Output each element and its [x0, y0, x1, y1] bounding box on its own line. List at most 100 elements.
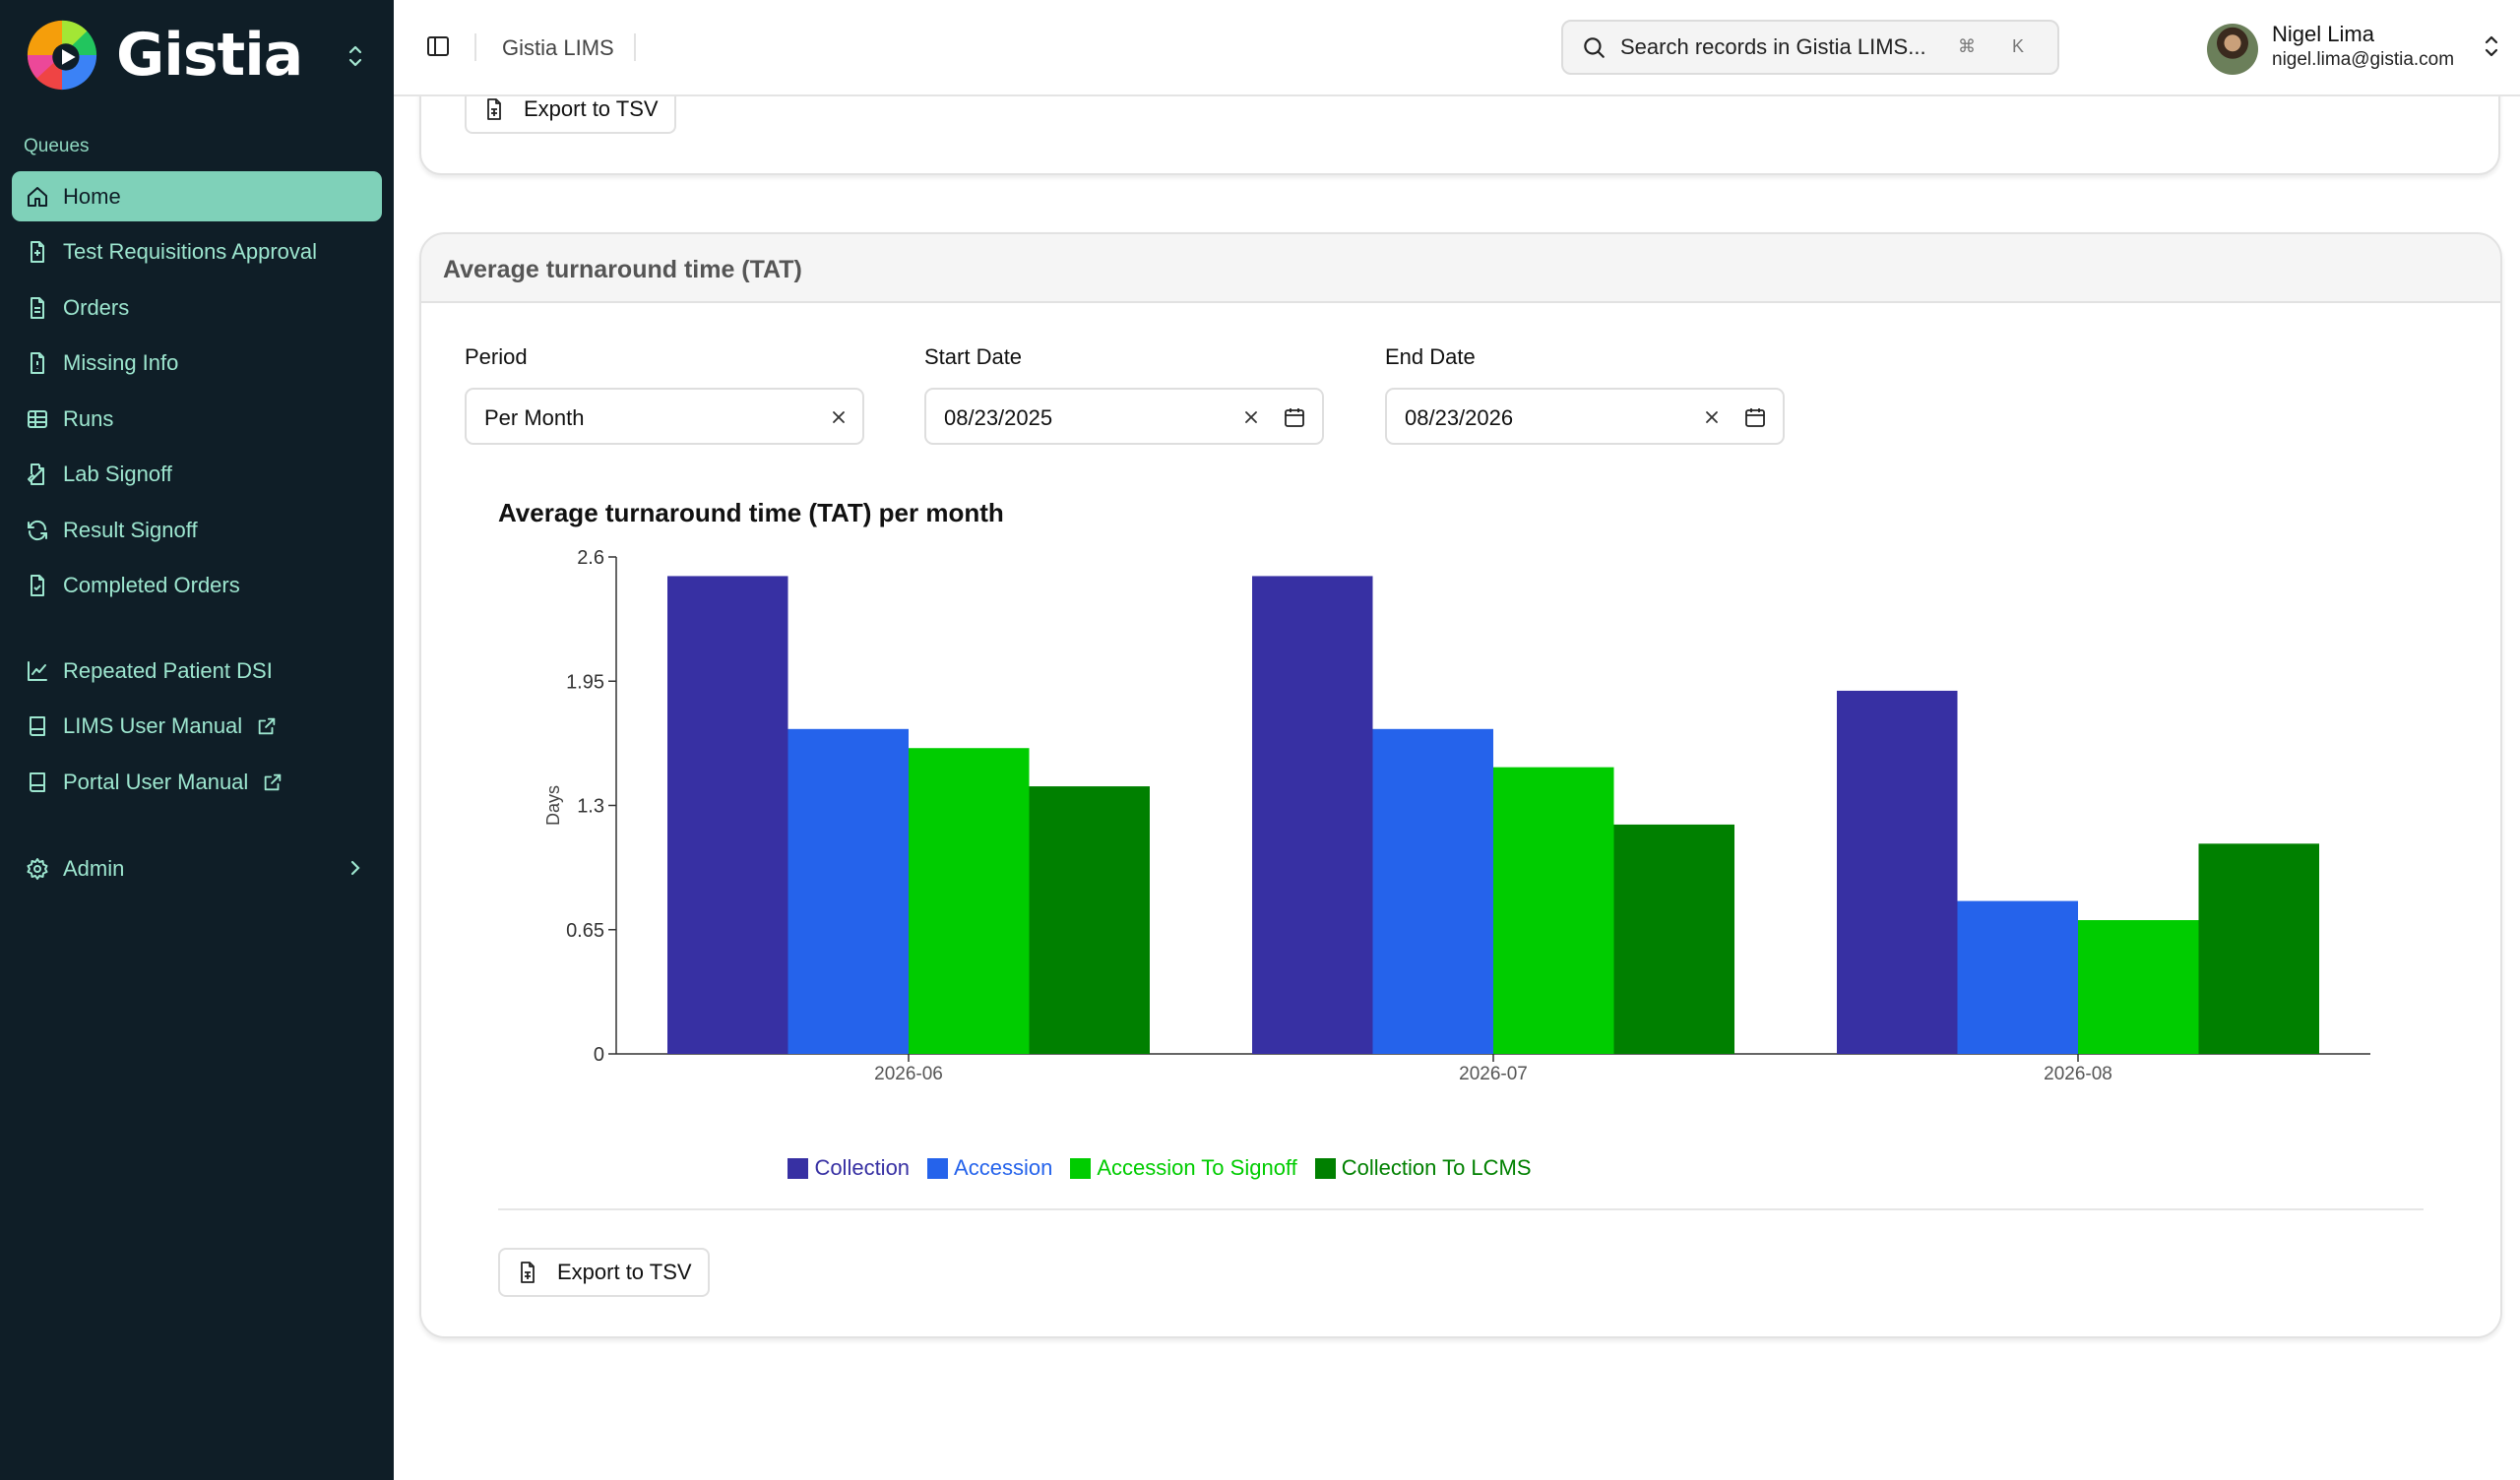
y-tick-label: 1.95: [566, 671, 604, 693]
sidebar-item-label: Home: [63, 183, 121, 209]
y-axis-label: Days: [543, 785, 563, 826]
sidebar-item-label: Orders: [63, 294, 130, 320]
sidebar-item-label: Missing Info: [63, 350, 179, 375]
user-name: Nigel Lima: [2272, 22, 2374, 46]
user-menu[interactable]: Nigel Lima nigel.lima@gistia.com: [2207, 18, 2502, 79]
table-icon: [28, 409, 47, 428]
legend-item[interactable]: Collection To LCMS: [1314, 1155, 1532, 1181]
file-plus-icon: [31, 241, 44, 263]
brand-name: Gistia: [116, 21, 303, 90]
sidebar-item-lims-user-manual[interactable]: LIMS User Manual: [12, 702, 382, 752]
sidebar-item-repeated-patient-dsi[interactable]: Repeated Patient DSI: [12, 646, 382, 696]
sidebar-item-completed-orders[interactable]: Completed Orders: [12, 561, 382, 611]
y-tick-label: 0.65: [566, 920, 604, 942]
sidebar-item-test-requisitions-approval[interactable]: Test Requisitions Approval: [12, 227, 382, 278]
period-value: Per Month: [484, 405, 585, 430]
bar-accession: [1957, 900, 2078, 1054]
sidebar-item-label: Portal User Manual: [63, 769, 249, 794]
queue-nav: Home Test Requisitions Approval Orders M…: [12, 171, 382, 616]
file-text-icon: [31, 296, 44, 319]
end-date-value: 08/23/2026: [1405, 405, 1514, 430]
book-icon: [30, 716, 45, 736]
file-alert-icon: [31, 352, 44, 374]
legend-label: Accession: [954, 1155, 1053, 1180]
external-link-icon: [258, 717, 276, 735]
search-icon: [1584, 37, 1605, 58]
calendar-icon[interactable]: [1283, 405, 1306, 429]
tat-card-body: Period Per Month Start Date 08/23/2025 E…: [421, 301, 2500, 1336]
sidebar-item-result-signoff[interactable]: Result Signoff: [12, 505, 382, 555]
avatar: [2207, 24, 2258, 75]
header-divider: [474, 33, 476, 61]
refresh-icon: [28, 520, 47, 540]
bar-collection: [667, 576, 788, 1054]
bar-collection-to-lcms: [1029, 786, 1150, 1054]
sidebar-item-label: LIMS User Manual: [63, 713, 243, 738]
sidebar-item-orders[interactable]: Orders: [12, 282, 382, 333]
legend-label: Collection To LCMS: [1341, 1155, 1532, 1180]
bar-accession-to-signoff: [2078, 920, 2199, 1054]
bar-collection: [1837, 690, 1958, 1054]
gistia-logo-icon: [27, 20, 97, 91]
sidebar-item-label: Repeated Patient DSI: [63, 657, 273, 683]
end-date-field[interactable]: 08/23/2026: [1385, 388, 1785, 445]
file-spreadsheet-icon: [521, 1262, 535, 1283]
x-tick-label: 2026-06: [874, 1064, 943, 1084]
sidebar-item-label: Lab Signoff: [63, 462, 172, 486]
header-divider: [634, 33, 636, 61]
legend-item[interactable]: Accession: [927, 1155, 1052, 1181]
clear-icon[interactable]: [1241, 407, 1261, 427]
clear-icon[interactable]: [829, 407, 849, 427]
bar-accession: [1372, 728, 1493, 1054]
search-shortcut: ⌘ K: [1957, 36, 2040, 56]
y-tick-label: 1.3: [577, 796, 604, 818]
sidebar-item-runs[interactable]: Runs: [12, 394, 382, 444]
clear-icon[interactable]: [1702, 407, 1722, 427]
links-nav: Repeated Patient DSI LIMS User Manual Po…: [12, 646, 382, 813]
period-select[interactable]: Per Month: [465, 388, 864, 445]
sidebar-item-label: Completed Orders: [63, 573, 240, 597]
sidebar-item-admin[interactable]: Admin: [12, 843, 382, 894]
gear-icon: [27, 857, 48, 880]
legend-item[interactable]: Accession To Signoff: [1070, 1155, 1297, 1181]
sidebar-item-label: Test Requisitions Approval: [63, 239, 318, 264]
export-tsv-button[interactable]: Export to TSV: [498, 1248, 710, 1297]
start-date-label: Start Date: [924, 344, 1023, 369]
card-title: Average turnaround time (TAT): [443, 256, 802, 283]
sidebar-item-home[interactable]: Home: [12, 171, 382, 221]
sidebar-toggle-icon[interactable]: [425, 33, 451, 59]
header-title: Gistia LIMS: [502, 35, 614, 60]
legend-label: Accession To Signoff: [1097, 1155, 1297, 1180]
sidebar-item-portal-user-manual[interactable]: Portal User Manual: [12, 757, 382, 807]
chart-legend: Collection Accession Accession To Signoff C…: [421, 1155, 1898, 1181]
file-spreadsheet-icon: [487, 98, 501, 120]
chevron-up-down-icon[interactable]: [345, 41, 366, 71]
sidebar-item-missing-info[interactable]: Missing Info: [12, 339, 382, 389]
export-label: Export to TSV: [557, 1260, 692, 1284]
start-date-field[interactable]: 08/23/2025: [924, 388, 1324, 445]
export-label: Export to TSV: [524, 96, 659, 121]
legend-swatch: [927, 1157, 949, 1179]
y-tick-label: 2.6: [577, 547, 604, 569]
sidebar-item-label: Result Signoff: [63, 517, 198, 542]
card-divider: [498, 1208, 2424, 1210]
bar-accession-to-signoff: [909, 748, 1030, 1054]
brand[interactable]: Gistia: [24, 16, 378, 94]
chart-title: Average turnaround time (TAT) per month: [498, 498, 1004, 527]
home-icon: [28, 186, 47, 207]
legend-swatch: [1314, 1157, 1336, 1179]
search-input[interactable]: Search records in Gistia LIMS... ⌘ K: [1561, 20, 2059, 75]
end-date-label: End Date: [1385, 344, 1476, 369]
legend-swatch: [1070, 1157, 1092, 1179]
sidebar: Gistia Queues Home Test Requisitions App…: [0, 0, 394, 1480]
sidebar-item-lab-signoff[interactable]: Lab Signoff: [12, 450, 382, 500]
x-tick-label: 2026-08: [2044, 1064, 2112, 1084]
y-tick-label: 0: [594, 1044, 604, 1066]
calendar-icon[interactable]: [1743, 405, 1767, 429]
search-placeholder: Search records in Gistia LIMS...: [1620, 34, 1926, 59]
sidebar-item-label: Admin: [63, 855, 125, 881]
legend-item[interactable]: Collection: [788, 1155, 910, 1181]
book-icon: [30, 771, 45, 792]
sidebar-item-label: Runs: [63, 405, 114, 431]
legend-label: Collection: [814, 1155, 911, 1180]
